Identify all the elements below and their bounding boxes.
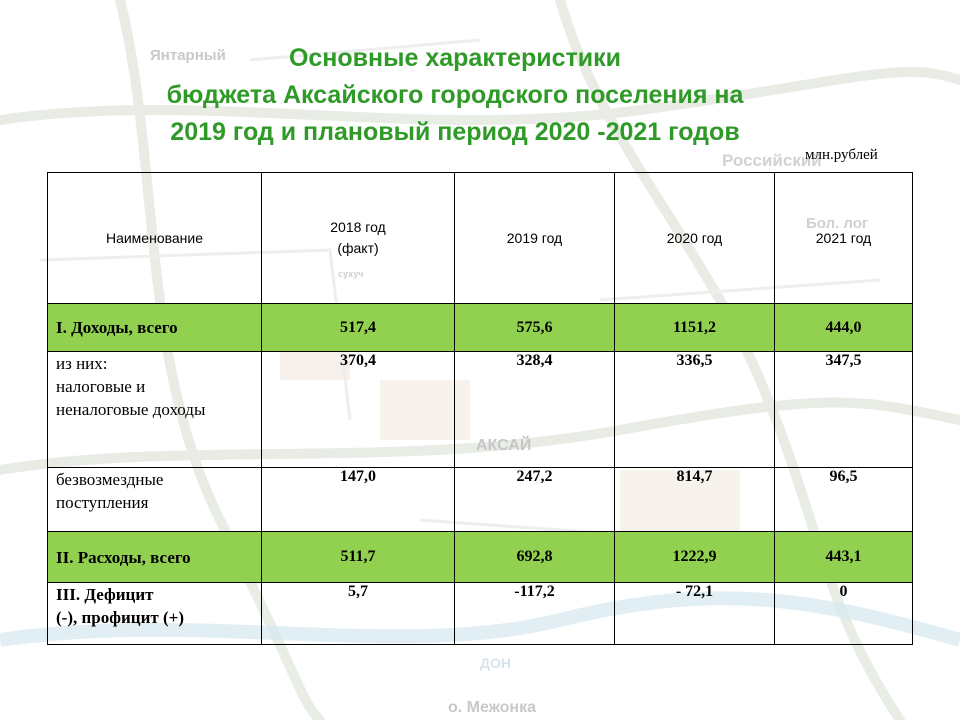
row-expenses-2021: 443,1 (774, 531, 913, 583)
unit-label: млн.рублей (805, 147, 878, 163)
row-tax-name-line-1: из них: (56, 354, 108, 373)
header-2018-fact: (факт) (337, 240, 379, 256)
row-deficit-name-line-2: (-), профицит (+) (56, 608, 184, 627)
header-2018: 2018 год (факт) (261, 172, 455, 304)
row-deficit-2018: 5,7 (261, 582, 455, 645)
row-expenses-name: II. Расходы, всего (47, 531, 262, 583)
row-tax-name-line-3: неналоговые доходы (56, 400, 206, 419)
row-free-2021: 96,5 (774, 467, 913, 532)
row-tax-2019: 328,4 (454, 351, 615, 468)
row-income-2020: 1151,2 (614, 303, 775, 352)
table-row-expenses: II. Расходы, всего 511,7 692,8 1222,9 44… (47, 531, 913, 583)
header-2020: 2020 год (614, 172, 775, 304)
row-income-name: I. Доходы, всего (47, 303, 262, 352)
budget-table: Наименование 2018 год (факт) 2019 год 20… (47, 172, 913, 645)
title-line-1: Основные характеристики (288, 44, 622, 72)
table-row-tax: из них: налоговые и неналоговые доходы 3… (47, 351, 913, 468)
row-free-2019: 247,2 (454, 467, 615, 532)
page-title: Основные характеристики бюджета Аксайско… (60, 40, 850, 151)
row-tax-2018: 370,4 (261, 351, 455, 468)
header-2019: 2019 год (454, 172, 615, 304)
row-income-2021: 444,0 (774, 303, 913, 352)
header-name: Наименование (47, 172, 262, 304)
row-expenses-2019: 692,8 (454, 531, 615, 583)
map-label-rossiysky: Российский (722, 151, 822, 170)
row-free-2020: 814,7 (614, 467, 775, 532)
row-tax-2020: 336,5 (614, 351, 775, 468)
table-row-free: безвозмездные поступления 147,0 247,2 81… (47, 467, 913, 532)
table-header-row: Наименование 2018 год (факт) 2019 год 20… (47, 172, 913, 304)
table-row-income: I. Доходы, всего 517,4 575,6 1151,2 444,… (47, 303, 913, 352)
row-expenses-2020: 1222,9 (614, 531, 775, 583)
header-2018-year: 2018 год (330, 219, 386, 235)
row-deficit-2020: - 72,1 (614, 582, 775, 645)
row-deficit-2019: -117,2 (454, 582, 615, 645)
map-label-don: ДОН (480, 655, 511, 671)
row-free-2018: 147,0 (261, 467, 455, 532)
header-2021: 2021 год (774, 172, 913, 304)
title-line-3: 2019 год и плановый период 2020 -2021 го… (170, 118, 740, 146)
row-free-name-line-1: безвозмездные (56, 470, 164, 489)
row-free-name-line-2: поступления (56, 493, 149, 512)
table-row-deficit: III. Дефицит (-), профицит (+) 5,7 -117,… (47, 582, 913, 645)
row-income-2018: 517,4 (261, 303, 455, 352)
row-expenses-2018: 511,7 (261, 531, 455, 583)
row-deficit-name: III. Дефицит (-), профицит (+) (47, 582, 262, 645)
row-deficit-2021: 0 (774, 582, 913, 645)
title-line-2: бюджета Аксайского городского поселения … (166, 81, 744, 109)
map-label-mezhonka: о. Межонка (448, 699, 536, 716)
row-deficit-name-line-1: III. Дефицит (56, 585, 154, 604)
map-label-yantarny: Янтарный (150, 47, 226, 64)
row-tax-name-line-2: налоговые и (56, 377, 146, 396)
row-free-name: безвозмездные поступления (47, 467, 262, 532)
row-tax-2021: 347,5 (774, 351, 913, 468)
row-tax-name: из них: налоговые и неналоговые доходы (47, 351, 262, 468)
row-income-2019: 575,6 (454, 303, 615, 352)
